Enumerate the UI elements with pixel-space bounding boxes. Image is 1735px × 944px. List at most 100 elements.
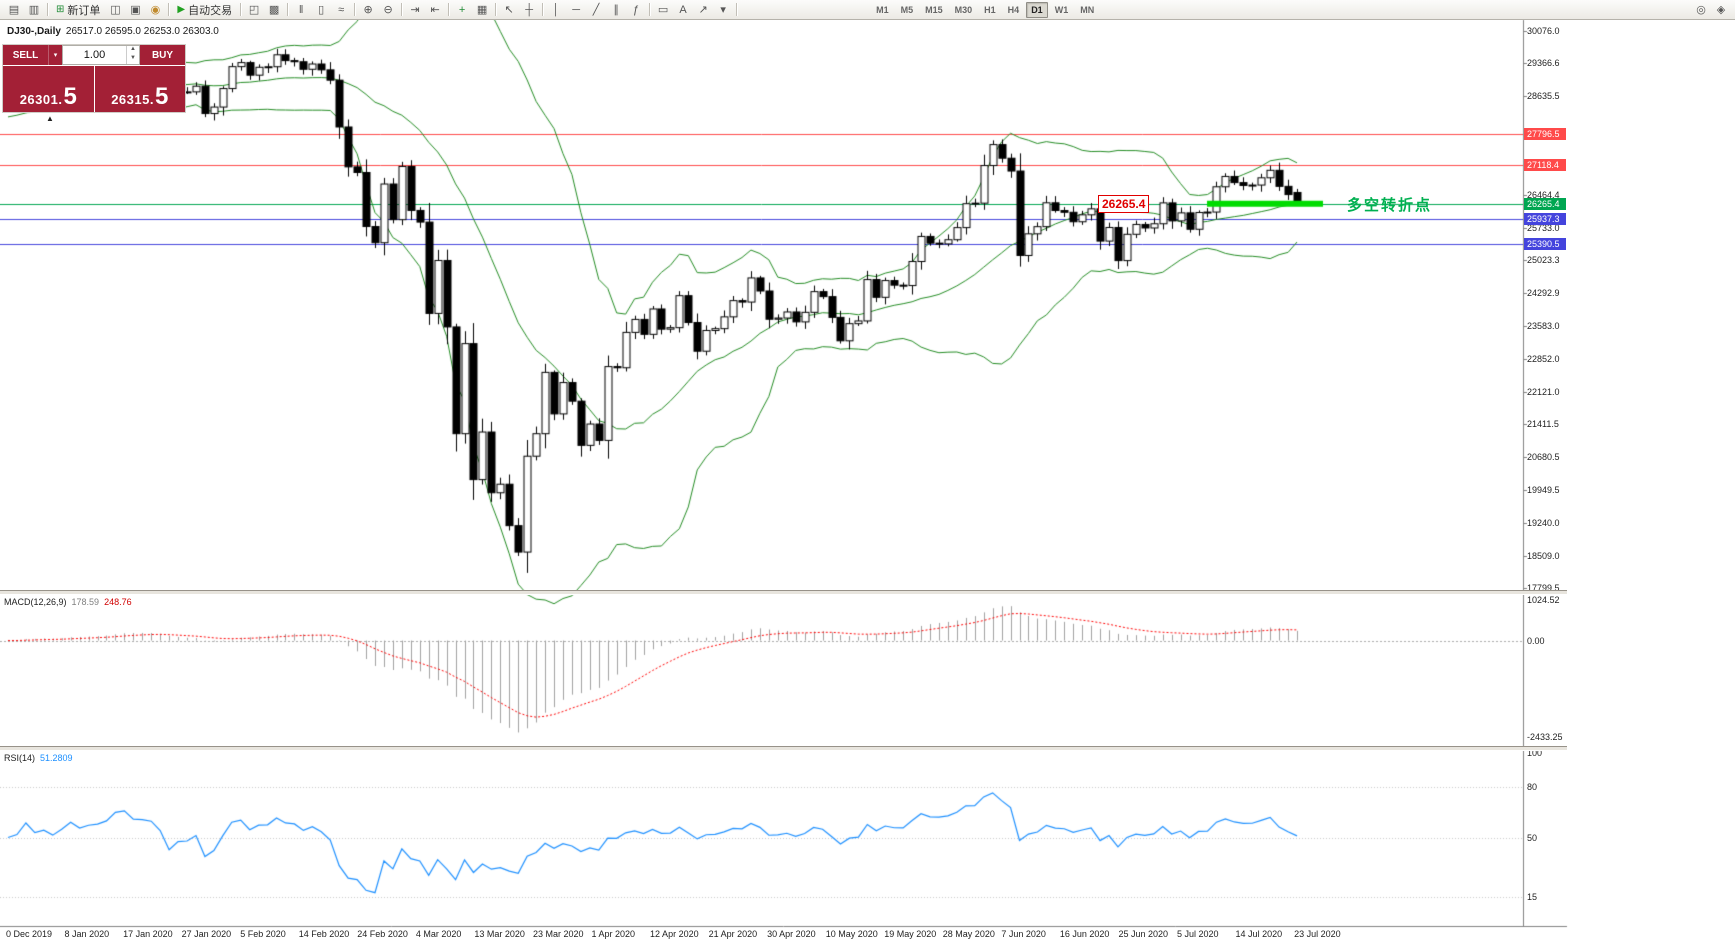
price-tag[interactable]: 27118.4 (1524, 159, 1566, 172)
bar-chart-icon[interactable]: ‖ (298, 3, 304, 16)
y-axis-label: 22852.0 (1527, 353, 1560, 364)
x-axis-label: 23 Jul 2020 (1294, 929, 1341, 939)
objects-dropdown-icon[interactable]: ▾ (720, 4, 726, 16)
timeframe-button-m30[interactable]: M30 (954, 4, 973, 15)
x-axis-label: 14 Jul 2020 (1235, 929, 1283, 939)
x-axis-label: 21 Apr 2020 (708, 929, 758, 939)
rsi-scale-label: 100 (1527, 748, 1543, 758)
new-order-icon: ⊞ (56, 4, 65, 15)
price-tag[interactable]: 26265.4 (1524, 197, 1566, 210)
fibonacci-icon[interactable]: ƒ (633, 3, 640, 16)
x-axis-label: 1 Apr 2020 (591, 929, 636, 939)
rsi-name: RSI(14) (4, 753, 36, 763)
buy-price-button[interactable]: 26315. 5 (94, 66, 185, 112)
widget-collapse-icon[interactable]: ▲ (46, 114, 54, 123)
sell-button[interactable]: SELL (3, 45, 48, 65)
profiles-icon[interactable]: ▩ (268, 4, 280, 16)
volume-spinner: ▲ ▼ (126, 46, 139, 64)
crosshair-icon[interactable]: ┼ (525, 3, 533, 16)
order-type-dropdown-icon[interactable]: ▾ (48, 45, 62, 65)
turning-point-label[interactable]: 多空转折点 (1347, 196, 1433, 214)
x-axis-label: 10 May 2020 (825, 929, 878, 939)
volume-input[interactable] (63, 46, 126, 64)
rsi-scale-label: 15 (1527, 891, 1538, 902)
new-order-button-label: 新订单 (67, 4, 101, 17)
price-tag[interactable]: 27796.5 (1524, 128, 1566, 141)
toolbar-separator (401, 3, 403, 16)
rsi-panel-separator[interactable] (0, 746, 1567, 751)
shapes-icon[interactable]: ▭ (657, 4, 669, 16)
y-axis-label: 25023.3 (1527, 255, 1560, 266)
data-window-icon[interactable]: ▣ (130, 4, 141, 16)
rsi-value: 51.2809 (40, 753, 73, 763)
y-axis-label: 26464.4 (1527, 189, 1560, 200)
strategy-tester-icon[interactable]: ◉ (150, 4, 161, 16)
x-axis-label: 24 Feb 2020 (357, 929, 408, 939)
toolbar-separator (448, 3, 450, 16)
sell-price-pips: 5 (63, 83, 77, 110)
grid-icon[interactable]: ▦ (476, 4, 488, 16)
indicators-icon[interactable]: + (458, 3, 466, 16)
timeframe-button-h1[interactable]: H1 (984, 4, 996, 15)
cursor-icon[interactable]: ↖ (504, 4, 514, 16)
price-annotation[interactable]: 26265.4 (1098, 194, 1150, 213)
rsi-label: RSI(14) 51.2809 (4, 753, 73, 763)
zoom-in-icon[interactable]: ⊕ (363, 4, 373, 16)
toolbox-icon[interactable]: ▤ (8, 4, 20, 16)
y-axis-label: 25733.0 (1527, 223, 1560, 234)
timeframe-button-m15[interactable]: M15 (925, 4, 943, 15)
text-icon[interactable]: A (679, 3, 687, 16)
macd-panel-separator[interactable] (0, 590, 1567, 595)
toolbar-separator (542, 3, 544, 16)
trade-widget-top-row: SELL ▾ ▲ ▼ BUY (3, 45, 185, 65)
volume-down-button[interactable]: ▼ (130, 55, 136, 61)
arrow-tool-icon[interactable]: ↗ (698, 4, 708, 16)
toolbar-separator (354, 3, 356, 16)
price-tag[interactable]: 25937.3 (1524, 212, 1566, 225)
vertical-line-icon[interactable]: │ (552, 3, 560, 16)
timeframe-button-mn[interactable]: MN (1080, 4, 1095, 15)
toolbar-separator (736, 3, 738, 16)
y-axis-label: 28635.5 (1527, 91, 1560, 102)
price-tag[interactable]: 25390.5 (1524, 237, 1566, 250)
sell-price-button[interactable]: 26301. 5 (3, 66, 94, 112)
candlestick-chart-icon[interactable]: ▯ (318, 4, 325, 16)
x-axis-label: 25 Jun 2020 (1118, 929, 1168, 939)
equidistant-channel-icon[interactable]: ∥ (613, 4, 619, 16)
new-chart-icon[interactable]: ◰ (248, 4, 260, 16)
symbol-search-icon[interactable]: ◈ (1716, 4, 1726, 16)
timeframe-button-d1[interactable]: D1 (1026, 1, 1048, 18)
buy-button[interactable]: BUY (140, 45, 185, 65)
auto-scroll-icon[interactable]: ⇥ (410, 4, 420, 16)
toolbar-separator (47, 3, 48, 16)
x-axis-label: 27 Jan 2020 (181, 929, 232, 939)
x-axis-label: 14 Feb 2020 (298, 929, 350, 939)
x-axis-label: 23 Mar 2020 (532, 929, 584, 939)
macd-scale-label: 0.00 (1527, 635, 1545, 646)
macd-scale-label: -2433.25 (1527, 732, 1563, 743)
volume-box: ▲ ▼ (62, 45, 140, 65)
search-icon[interactable]: ◎ (1696, 4, 1706, 16)
autotrading-button-label: 自动交易 (188, 4, 233, 17)
chart-shift-icon[interactable]: ⇤ (430, 4, 440, 16)
timeframe-button-h4[interactable]: H4 (1007, 4, 1020, 15)
x-axis-label: 7 Jun 2020 (1001, 929, 1046, 939)
timeframe-button-w1[interactable]: W1 (1054, 4, 1069, 15)
timeframe-button-m1[interactable]: M1 (876, 4, 889, 15)
market-watch-icon[interactable]: ◫ (110, 4, 121, 16)
sell-price-main: 26301. (19, 92, 63, 107)
trendline-icon[interactable]: ╱ (592, 4, 600, 16)
y-axis-label: 17799.5 (1527, 582, 1560, 593)
horizontal-line-icon[interactable]: ─ (572, 3, 580, 16)
x-axis-label: 5 Jul 2020 (1177, 929, 1219, 939)
macd-main-value: 178.59 (71, 597, 100, 607)
navigator-icon[interactable]: ▥ (28, 4, 40, 16)
zoom-out-icon[interactable]: ⊖ (383, 4, 393, 16)
new-order-button[interactable]: ⊞ 新订单 (51, 1, 105, 18)
line-chart-icon[interactable]: ≈ (338, 3, 345, 16)
timeframe-button-m5[interactable]: M5 (900, 4, 914, 15)
autotrading-button[interactable]: ▶ 自动交易 (172, 1, 237, 18)
y-axis-label: 20680.5 (1527, 452, 1560, 463)
volume-up-button[interactable]: ▲ (130, 46, 136, 52)
